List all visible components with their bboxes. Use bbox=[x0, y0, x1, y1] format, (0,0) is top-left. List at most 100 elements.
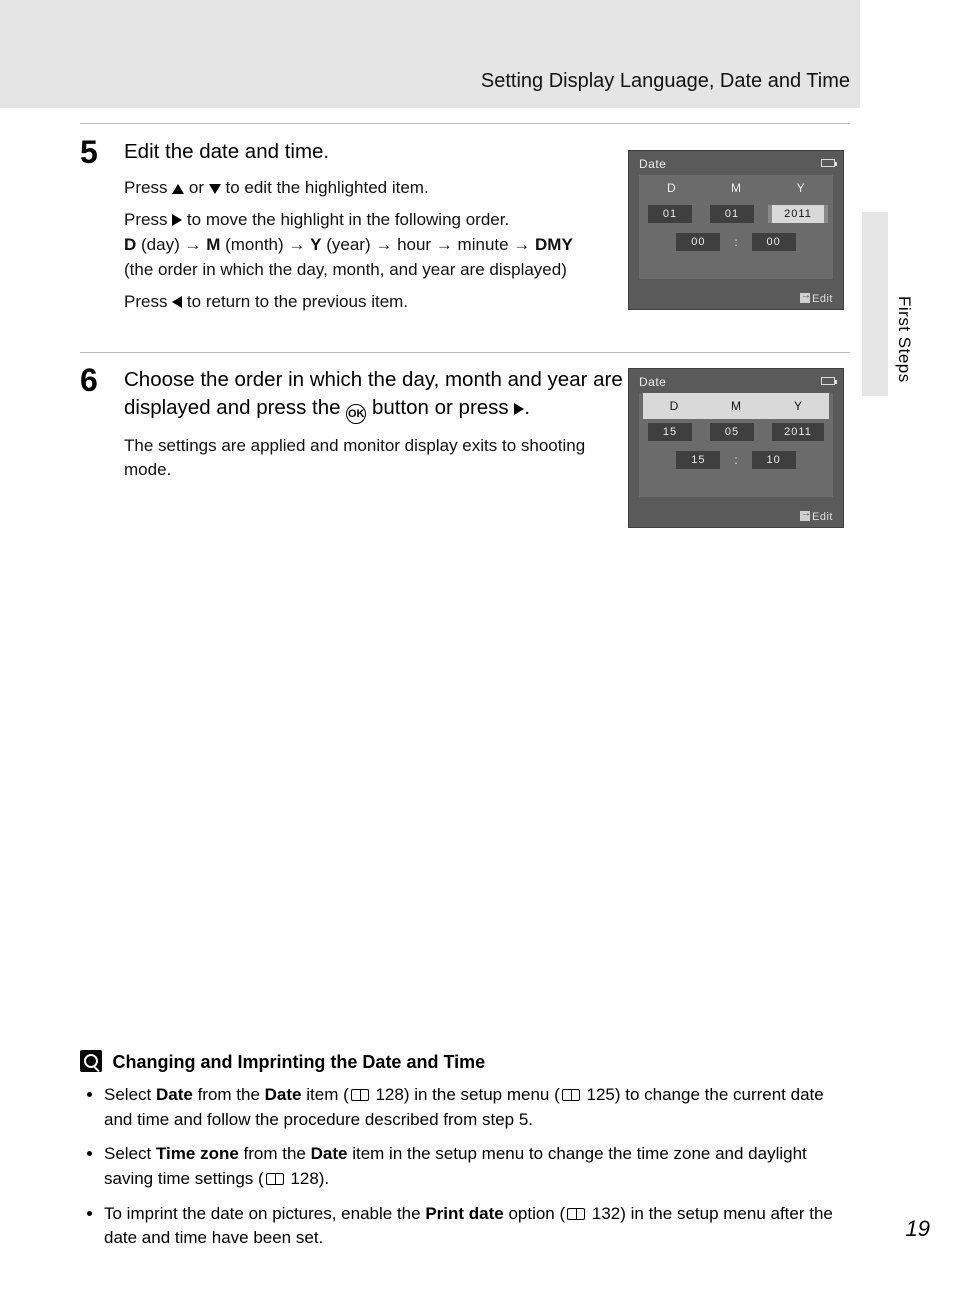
right-icon bbox=[172, 214, 182, 226]
lcd-year-selected: 2011 bbox=[772, 205, 824, 223]
text: item ( bbox=[302, 1085, 349, 1104]
lcd-footer: Edit bbox=[800, 511, 833, 523]
lcd-hour: 15 bbox=[676, 451, 720, 469]
lcd-year: 2011 bbox=[772, 423, 824, 441]
text: 125) bbox=[582, 1085, 621, 1104]
page-number: 19 bbox=[906, 1216, 930, 1242]
step-number: 6 bbox=[80, 362, 98, 399]
text: 132) bbox=[587, 1204, 626, 1223]
step-title: Edit the date and time. bbox=[124, 138, 624, 166]
bold: D bbox=[124, 235, 136, 254]
down-icon bbox=[209, 184, 221, 194]
list-item: Select Time zone from the Date item in t… bbox=[104, 1142, 850, 1191]
step-body: Press or to edit the highlighted item. P… bbox=[124, 176, 594, 315]
battery-icon bbox=[821, 159, 835, 167]
text: button or press bbox=[372, 396, 514, 419]
battery-icon bbox=[821, 377, 835, 385]
note-box: Changing and Imprinting the Date and Tim… bbox=[80, 1050, 850, 1261]
text: Press bbox=[124, 178, 172, 197]
lcd-col-m: M bbox=[711, 399, 761, 413]
note-title: Changing and Imprinting the Date and Tim… bbox=[112, 1052, 485, 1072]
lcd-col-d: D bbox=[649, 399, 699, 413]
bold: Date bbox=[156, 1085, 193, 1104]
bold: M bbox=[206, 235, 220, 254]
step-number: 5 bbox=[80, 134, 98, 171]
text: (the order in which the day, month, and … bbox=[124, 260, 567, 279]
magnifier-note-icon bbox=[80, 1050, 102, 1072]
edit-hint-icon bbox=[800, 511, 810, 521]
lcd-month: 01 bbox=[710, 205, 754, 223]
lcd-panel: D M Y 15 05 2011 15 : 10 bbox=[639, 393, 833, 497]
section-tab-label: First Steps bbox=[894, 296, 914, 383]
lcd-minute: 10 bbox=[752, 451, 796, 469]
lcd-col-y: Y bbox=[776, 181, 826, 195]
text: (year) bbox=[321, 235, 375, 254]
manual-ref-icon bbox=[562, 1089, 580, 1101]
divider-top bbox=[80, 123, 850, 124]
lcd-day: 01 bbox=[648, 205, 692, 223]
text: . bbox=[524, 396, 530, 419]
list-item: To imprint the date on pictures, enable … bbox=[104, 1202, 850, 1251]
left-icon bbox=[172, 296, 182, 308]
lcd-col-d: D bbox=[646, 181, 696, 195]
bold: Date bbox=[265, 1085, 302, 1104]
text: Press bbox=[124, 210, 172, 229]
lcd-title: Date bbox=[629, 369, 843, 391]
lcd-footer-text: Edit bbox=[812, 511, 833, 523]
manual-ref-icon bbox=[567, 1208, 585, 1220]
text: hour bbox=[397, 235, 436, 254]
right-icon bbox=[514, 403, 524, 415]
arrow-icon: → bbox=[436, 235, 453, 254]
text: to return to the previous item. bbox=[187, 292, 408, 311]
bold: DMY bbox=[535, 235, 573, 254]
bold: Print date bbox=[425, 1204, 503, 1223]
text: option ( bbox=[504, 1204, 565, 1223]
arrow-icon: → bbox=[375, 235, 392, 254]
lcd-date-step6: Date D M Y 15 05 2011 15 : 10 Edit bbox=[628, 368, 844, 528]
lcd-footer: Edit bbox=[800, 293, 833, 305]
text: minute bbox=[458, 235, 514, 254]
text: in the setup menu ( bbox=[410, 1085, 560, 1104]
bold: Date bbox=[311, 1144, 348, 1163]
arrow-icon: → bbox=[513, 235, 530, 254]
colon: : bbox=[734, 235, 737, 249]
note-heading: Changing and Imprinting the Date and Tim… bbox=[80, 1050, 850, 1073]
lcd-month: 05 bbox=[710, 423, 754, 441]
step-title: Choose the order in which the day, month… bbox=[124, 366, 624, 424]
lcd-panel: D M Y 01 01 2011 00 : 00 bbox=[639, 175, 833, 279]
note-list: Select Date from the Date item ( 128) in… bbox=[80, 1083, 850, 1251]
text: or bbox=[189, 178, 209, 197]
text: 128) bbox=[371, 1085, 410, 1104]
section-tab-bg bbox=[862, 212, 888, 396]
text: to edit the highlighted item. bbox=[226, 178, 429, 197]
lcd-hour: 00 bbox=[676, 233, 720, 251]
lcd-day: 15 bbox=[648, 423, 692, 441]
list-item: Select Date from the Date item ( 128) in… bbox=[104, 1083, 850, 1132]
text: To imprint the date on pictures, enable … bbox=[104, 1204, 425, 1223]
text: to move the highlight in the following o… bbox=[187, 210, 509, 229]
step-body: The settings are applied and monitor dis… bbox=[124, 434, 594, 483]
lcd-date-step5: Date D M Y 01 01 2011 00 : 00 Edit bbox=[628, 150, 844, 310]
text: 128). bbox=[286, 1169, 329, 1188]
ok-button-icon: OK bbox=[346, 404, 366, 424]
colon: : bbox=[734, 453, 737, 467]
manual-ref-icon bbox=[266, 1173, 284, 1185]
lcd-col-y: Y bbox=[773, 399, 823, 413]
arrow-icon: → bbox=[184, 235, 201, 254]
arrow-icon: → bbox=[288, 235, 305, 254]
bold: Time zone bbox=[156, 1144, 239, 1163]
up-icon bbox=[172, 184, 184, 194]
lcd-col-m: M bbox=[711, 181, 761, 195]
text: from the bbox=[239, 1144, 311, 1163]
lcd-title: Date bbox=[629, 151, 843, 173]
text: The settings are applied and monitor dis… bbox=[124, 434, 594, 483]
text: (day) bbox=[136, 235, 184, 254]
text: Select bbox=[104, 1085, 156, 1104]
text: (month) bbox=[220, 235, 288, 254]
divider-step5-6 bbox=[80, 352, 850, 353]
text: from the bbox=[193, 1085, 265, 1104]
bold: Y bbox=[310, 235, 321, 254]
edit-hint-icon bbox=[800, 293, 810, 303]
text: Select bbox=[104, 1144, 156, 1163]
text: Press bbox=[124, 292, 172, 311]
